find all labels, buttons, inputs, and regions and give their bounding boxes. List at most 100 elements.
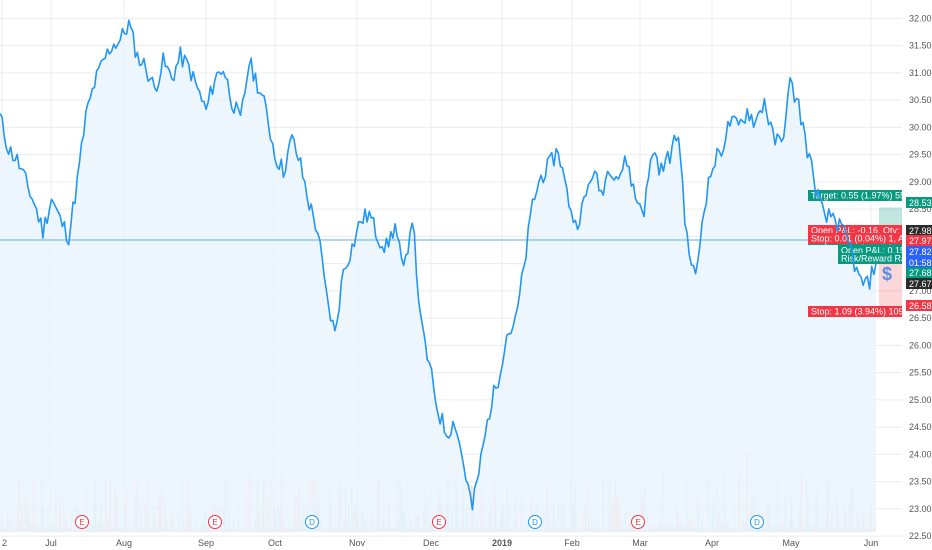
- position-label-bg: [808, 306, 902, 317]
- y-tick-label: 24.50: [909, 422, 932, 432]
- x-tick-label: Oct: [268, 538, 283, 548]
- event-circle: [208, 515, 222, 529]
- event-circle: [631, 515, 645, 529]
- price-tag-label: 27.97: [909, 236, 932, 246]
- event-marker[interactable]: E: [432, 515, 446, 529]
- x-tick-label: Mar: [632, 538, 648, 548]
- x-tick-label: Jul: [45, 538, 57, 548]
- price-tag: 27.67: [906, 278, 932, 289]
- position-label[interactable]: Stop: 0.01 (0.04%) 1, Am: [808, 233, 912, 244]
- y-tick-label: 32.00: [909, 13, 932, 23]
- x-tick-label: Dec: [423, 538, 440, 548]
- position-label-text: Target: 0.55 (1.97%) 55, Am: [811, 191, 923, 201]
- y-tick-label: 25.50: [909, 368, 932, 378]
- position-label-bg: [838, 253, 902, 264]
- price-tag-label: 27.67: [909, 279, 932, 289]
- price-tag-label: 27.82: [909, 247, 932, 257]
- price-area: [0, 20, 876, 533]
- event-letter: D: [532, 518, 538, 527]
- position-label[interactable]: Open P&L: -0.16, Qty: 1: [808, 225, 907, 236]
- position-label[interactable]: Open P&L: 0.15, Qty: 1: [838, 245, 932, 256]
- x-tick-label: Nov: [349, 538, 366, 548]
- price-series-line: [0, 19, 877, 511]
- y-tick-label: 23.00: [909, 504, 932, 514]
- position-label-bg: [808, 233, 902, 244]
- y-tick-label: 30.00: [909, 122, 932, 132]
- price-tag-bg: [906, 225, 932, 236]
- y-tick-label: 22.50: [909, 531, 932, 541]
- event-marker[interactable]: D: [750, 515, 764, 529]
- position-label[interactable]: Risk/Reward Ratio: 55: [838, 253, 931, 264]
- position-label[interactable]: Target: 0.55 (1.97%) 55, Am: [808, 190, 923, 201]
- price-line: [0, 19, 877, 511]
- y-tick-label: 26.00: [909, 340, 932, 350]
- event-circle: [75, 515, 89, 529]
- position-label-text: Open P&L: -0.16, Qty: 1: [811, 226, 907, 236]
- event-letter: D: [309, 518, 315, 527]
- price-tag-bg: [906, 300, 932, 311]
- price-tag-label: 28.53: [909, 198, 932, 208]
- y-tick-label: 29.00: [909, 177, 932, 187]
- x-tick-label: Sep: [198, 538, 214, 548]
- price-tag: 27.97: [906, 235, 932, 246]
- y-tick-label: 27.00: [909, 286, 932, 296]
- position-label-text: Open P&L: 0.15, Qty: 1: [841, 246, 932, 256]
- position-label[interactable]: Stop: 1.09 (3.94%) 109, Am: [808, 306, 922, 317]
- price-tag-bg: [906, 278, 932, 289]
- event-marker[interactable]: E: [631, 515, 645, 529]
- y-tick-label: 28.50: [909, 204, 932, 214]
- x-tick-label: May: [782, 538, 800, 548]
- dollar-icon[interactable]: $: [882, 264, 892, 284]
- price-tag-label: 26.58: [909, 301, 932, 311]
- x-tick-label: 2: [2, 538, 7, 548]
- event-letter: D: [754, 518, 760, 527]
- position-label-text: Stop: 1.09 (3.94%) 109, Am: [811, 307, 922, 317]
- long-position-tool[interactable]: $Target: 0.55 (1.97%) 55, AmTarget: 0.55…: [808, 190, 932, 317]
- event-letter: E: [635, 518, 640, 527]
- y-tick-label: 26.50: [909, 313, 932, 323]
- price-tag-label: 01:58: [909, 258, 932, 268]
- event-circle: [305, 515, 319, 529]
- price-tag: 27.82: [906, 246, 932, 257]
- event-marker[interactable]: E: [208, 515, 222, 529]
- y-tick-label: 30.50: [909, 95, 932, 105]
- price-area-fill: [0, 20, 876, 533]
- y-tick-label: 23.50: [909, 477, 932, 487]
- event-marker[interactable]: D: [305, 515, 319, 529]
- event-letter: E: [436, 518, 441, 527]
- x-tick-label: Aug: [116, 538, 132, 548]
- event-marker[interactable]: D: [528, 515, 542, 529]
- event-marker[interactable]: E: [75, 515, 89, 529]
- price-tag-bg: [906, 257, 932, 268]
- price-tag: 27.98: [906, 225, 932, 236]
- price-tag-label: 27.68: [909, 268, 932, 278]
- x-tick-label: Jun: [864, 538, 879, 548]
- position-label-bg: [808, 225, 902, 236]
- x-tick-label: 2019: [492, 538, 512, 548]
- event-letter: E: [79, 518, 84, 527]
- stop-zone: [879, 254, 902, 314]
- x-axis: 2 Jul Aug Sep Oct Nov Dec 2019 Feb Mar Apr May Jun: [2, 538, 878, 548]
- position-label-text: Risk/Reward Ratio: 55: [841, 254, 931, 264]
- position-label-bg: [838, 245, 902, 256]
- price-tag-bg: [906, 267, 932, 278]
- event-letter: E: [212, 518, 217, 527]
- position-label-text: Stop: 0.01 (0.04%) 1, Am: [811, 234, 912, 244]
- price-tag: 26.58: [906, 300, 932, 311]
- price-tag-bg: [906, 197, 932, 208]
- x-tick-label: Feb: [564, 538, 580, 548]
- price-tag: 28.53: [906, 197, 932, 208]
- price-tag-label: 27.98: [909, 226, 932, 236]
- y-tick-label: 31.00: [909, 68, 932, 78]
- event-circle: [750, 515, 764, 529]
- position-label-bg: [808, 190, 902, 201]
- price-tag: 01:58: [906, 257, 932, 268]
- event-circle: [432, 515, 446, 529]
- y-tick-label: 29.50: [909, 150, 932, 160]
- event-circle: [528, 515, 542, 529]
- x-tick-label: Apr: [705, 538, 719, 548]
- y-tick-label: 31.50: [909, 41, 932, 51]
